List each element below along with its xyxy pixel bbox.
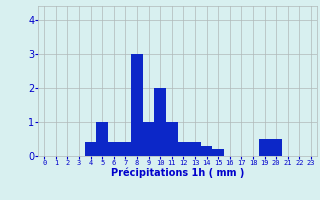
Bar xyxy=(201,146,212,156)
Bar xyxy=(155,88,166,156)
Bar xyxy=(96,122,108,156)
Bar xyxy=(143,122,155,156)
Bar xyxy=(108,142,120,156)
Bar xyxy=(189,142,201,156)
Bar xyxy=(259,139,270,156)
Bar xyxy=(131,54,143,156)
Bar xyxy=(166,122,178,156)
Bar xyxy=(120,142,131,156)
Bar xyxy=(270,139,282,156)
Bar xyxy=(85,142,96,156)
Bar xyxy=(178,142,189,156)
Bar xyxy=(212,149,224,156)
X-axis label: Précipitations 1h ( mm ): Précipitations 1h ( mm ) xyxy=(111,168,244,178)
